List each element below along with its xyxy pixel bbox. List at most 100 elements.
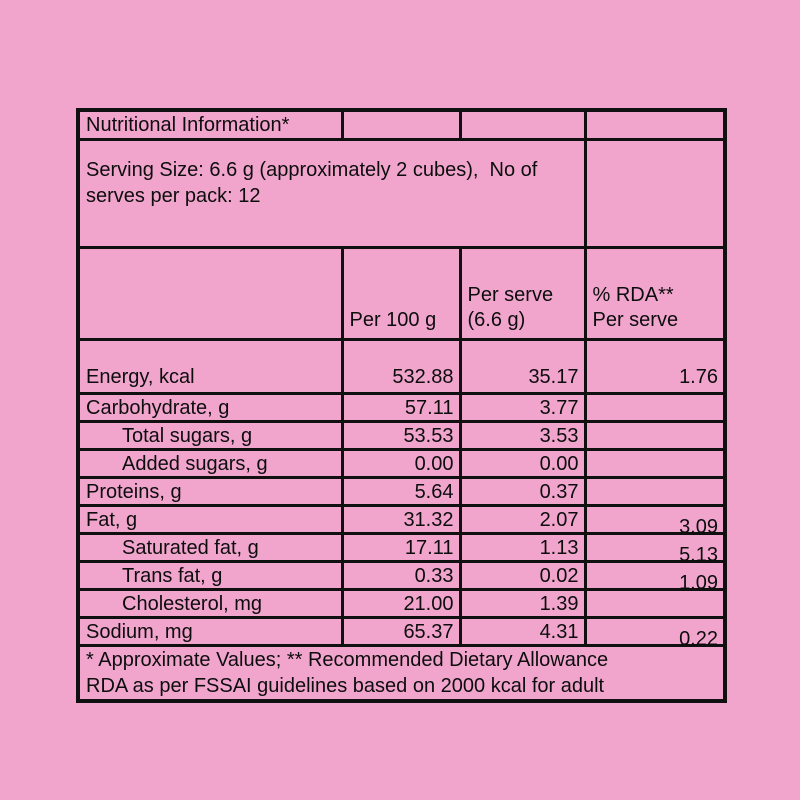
nutrient-label-cell: Total sugars, g xyxy=(76,420,344,451)
column-header-rda: % RDA** Per serve xyxy=(583,246,727,341)
per-serve-value-cell: 3.53 xyxy=(458,420,587,451)
per100-value: 31.32 xyxy=(403,508,454,531)
rda-value-cell xyxy=(583,392,727,423)
rda-value: 1.76 xyxy=(679,366,718,388)
nutrient-label-cell: Added sugars, g xyxy=(76,448,344,479)
rda-value-cell: 1.76 xyxy=(583,338,727,395)
rda-value-cell xyxy=(583,420,727,451)
rda-value: 5.13 xyxy=(679,543,718,566)
per100-value-cell: 65.37 xyxy=(340,616,462,647)
nutrient-label: Energy, kcal xyxy=(86,366,195,388)
nutrient-label-cell: Carbohydrate, g xyxy=(76,392,344,423)
rda-value-cell xyxy=(583,448,727,479)
per-serve-value-cell: 35.17 xyxy=(458,338,587,395)
nutrient-label-cell: Saturated fat, g xyxy=(76,532,344,563)
rda-value: 3.09 xyxy=(679,515,718,538)
per100-value: 17.11 xyxy=(404,536,454,559)
nutrient-label: Trans fat, g xyxy=(122,564,223,587)
per100-value-cell: 21.00 xyxy=(340,588,462,619)
per100-value: 57.11 xyxy=(404,396,454,419)
column-header-per100: Per 100 g xyxy=(340,246,462,341)
empty-cell xyxy=(458,108,587,141)
per-serve-value: 0.02 xyxy=(539,564,579,587)
per-serve-value: 0.37 xyxy=(539,480,579,503)
column-header-row: Per 100 g Per serve (6.6 g) % RDA** Per … xyxy=(76,246,727,341)
per-serve-value-cell: 0.02 xyxy=(458,560,587,591)
per-serve-value-cell: 1.13 xyxy=(458,532,587,563)
empty-cell xyxy=(583,108,727,141)
per-serve-value: 1.39 xyxy=(539,592,579,615)
rda-value-cell: 0.22 xyxy=(583,616,727,650)
rda-value-cell: 3.09 xyxy=(583,504,727,538)
nutrient-label: Cholesterol, mg xyxy=(122,592,263,615)
per-serve-value-cell: 0.00 xyxy=(458,448,587,479)
table-row: Energy, kcal 532.88 35.17 1.76 xyxy=(76,338,727,395)
nutrient-label: Fat, g xyxy=(86,508,138,531)
nutrient-label: Saturated fat, g xyxy=(122,536,259,559)
table-row: Proteins, g 5.64 0.37 xyxy=(76,476,727,507)
per100-value-cell: 0.00 xyxy=(340,448,462,479)
nutrient-label-cell: Trans fat, g xyxy=(76,560,344,591)
table-row: Sodium, mg 65.37 4.31 0.22 xyxy=(76,616,727,650)
footnote-text: * Approximate Values; ** Recommended Die… xyxy=(76,644,727,703)
per100-value-cell: 57.11 xyxy=(340,392,462,423)
nutrient-label-cell: Sodium, mg xyxy=(76,616,344,647)
table-row: Total sugars, g 53.53 3.53 xyxy=(76,420,727,451)
rda-value-cell xyxy=(583,588,727,619)
per100-value-cell: 532.88 xyxy=(340,338,462,395)
rda-value-cell xyxy=(583,476,727,507)
title-row: Nutritional Information* xyxy=(76,108,727,141)
rda-value-cell: 1.09 xyxy=(583,560,727,594)
table-row: Fat, g 31.32 2.07 3.09 xyxy=(76,504,727,538)
rda-value: 1.09 xyxy=(679,571,718,594)
nutrient-rows: Energy, kcal 532.88 35.17 1.76 Carbohydr… xyxy=(76,338,727,650)
per-serve-value: 3.77 xyxy=(539,396,579,419)
footer-rows: * Approximate Values; ** Recommended Die… xyxy=(76,644,727,703)
table-row: Trans fat, g 0.33 0.02 1.09 xyxy=(76,560,727,594)
table-row: Saturated fat, g 17.11 1.13 5.13 xyxy=(76,532,727,566)
per-serve-value: 3.53 xyxy=(539,424,579,447)
footnote-row: * Approximate Values; ** Recommended Die… xyxy=(76,644,727,703)
column-header-per-serve: Per serve (6.6 g) xyxy=(458,246,587,341)
per100-value-cell: 31.32 xyxy=(340,504,462,535)
table-row: Carbohydrate, g 57.11 3.77 xyxy=(76,392,727,423)
serving-size-row: Serving Size: 6.6 g (approximately 2 cub… xyxy=(76,138,727,249)
per-serve-value-cell: 0.37 xyxy=(458,476,587,507)
per-serve-value: 2.07 xyxy=(539,508,579,531)
rda-value-cell: 5.13 xyxy=(583,532,727,566)
header-rows: Nutritional Information* Serving Size: 6… xyxy=(76,108,727,341)
nutrient-label: Added sugars, g xyxy=(122,452,268,475)
per-serve-value: 1.13 xyxy=(539,536,579,559)
serving-size-text: Serving Size: 6.6 g (approximately 2 cub… xyxy=(76,138,587,249)
per100-value: 5.64 xyxy=(414,480,454,503)
per100-value: 65.37 xyxy=(403,620,454,643)
nutrient-label: Total sugars, g xyxy=(122,424,253,447)
per100-value: 0.33 xyxy=(414,564,454,587)
empty-cell xyxy=(583,138,727,249)
per100-value-cell: 5.64 xyxy=(340,476,462,507)
table-row: Cholesterol, mg 21.00 1.39 xyxy=(76,588,727,619)
nutrient-label-cell: Cholesterol, mg xyxy=(76,588,344,619)
per100-value: 53.53 xyxy=(403,424,454,447)
per100-value: 532.88 xyxy=(392,366,454,388)
per100-value-cell: 53.53 xyxy=(340,420,462,451)
per100-value-cell: 0.33 xyxy=(340,560,462,591)
nutrient-label: Sodium, mg xyxy=(86,620,193,643)
nutrient-label-cell: Proteins, g xyxy=(76,476,344,507)
per-serve-value-cell: 2.07 xyxy=(458,504,587,535)
per-serve-value-cell: 4.31 xyxy=(458,616,587,647)
empty-cell xyxy=(340,108,462,141)
nutrient-label: Carbohydrate, g xyxy=(86,396,230,419)
nutrition-facts-table: Nutritional Information* Serving Size: 6… xyxy=(76,108,727,703)
per-serve-value-cell: 1.39 xyxy=(458,588,587,619)
per-serve-value-cell: 3.77 xyxy=(458,392,587,423)
nutrient-label-cell: Energy, kcal xyxy=(76,338,344,395)
table-title: Nutritional Information* xyxy=(76,108,344,141)
per100-value: 21.00 xyxy=(403,592,454,615)
rda-value: 0.22 xyxy=(679,627,718,650)
nutrient-label: Proteins, g xyxy=(86,480,182,503)
nutrient-label-cell: Fat, g xyxy=(76,504,344,535)
table-row: Added sugars, g 0.00 0.00 xyxy=(76,448,727,479)
per100-value: 0.00 xyxy=(414,452,454,475)
